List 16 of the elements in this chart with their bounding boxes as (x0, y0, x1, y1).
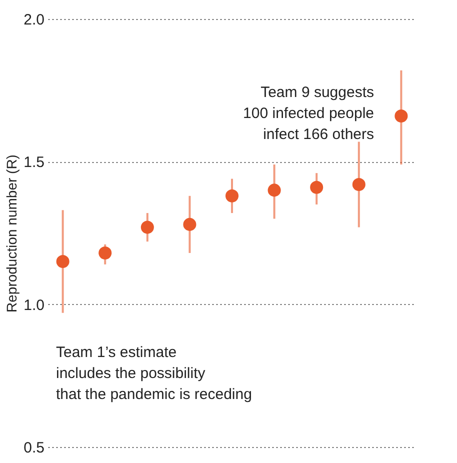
point (394, 110, 408, 123)
annotation: Team 1’s estimate includes the possibility that the pandemic is receding (56, 344, 252, 403)
annotation: Team 9 suggests 100 infected people infect 166 others (243, 84, 374, 143)
point (140, 220, 154, 234)
y-tick-label: 1.0 (24, 296, 44, 314)
point (98, 246, 112, 260)
point (268, 184, 281, 197)
point (352, 178, 366, 191)
point (56, 255, 70, 268)
point (183, 218, 196, 231)
y-tick-label: 2.0 (24, 12, 44, 28)
y-axis-title: Reproduction number (R) (4, 154, 20, 312)
y-tick-label: 1.5 (24, 154, 44, 172)
point (310, 180, 324, 194)
point (225, 189, 239, 202)
y-tick-label: 0.5 (24, 440, 44, 456)
